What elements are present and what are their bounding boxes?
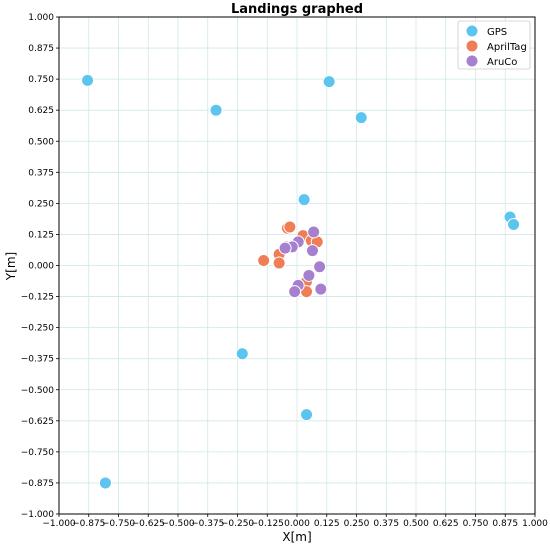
- aruco-point: [313, 260, 327, 274]
- y-tick-label: −0.625: [21, 417, 54, 427]
- y-tick-label: 0.125: [28, 230, 54, 240]
- x-axis-label: X[m]: [282, 530, 311, 544]
- x-tick-label: −0.250: [221, 519, 255, 529]
- x-tick-label: 0.000: [284, 519, 310, 529]
- legend-marker-apriltag: [465, 39, 479, 53]
- x-tick-label: −0.375: [191, 519, 224, 529]
- x-tick-label: 0.875: [492, 519, 518, 529]
- y-axis-label: Y[m]: [4, 252, 18, 281]
- grid-layer: [58, 16, 536, 515]
- gps-point: [507, 217, 521, 231]
- x-tick-label: 0.500: [403, 519, 429, 529]
- y-tick-label: −0.500: [21, 386, 55, 396]
- y-tick-label: 0.500: [28, 137, 54, 147]
- chart-title: Landings graphed: [231, 2, 363, 17]
- apriltag-point: [272, 256, 286, 270]
- legend-label-gps: GPS: [487, 27, 507, 38]
- x-tick-label: −0.625: [132, 519, 165, 529]
- gps-point: [235, 347, 249, 361]
- legend-label-aruco: AruCo: [487, 57, 517, 68]
- x-tick-label: 0.625: [433, 519, 459, 529]
- gps-point: [322, 75, 336, 89]
- data-points: [81, 73, 521, 490]
- gps-point: [81, 73, 95, 87]
- x-tick-label: 1.000: [522, 519, 548, 529]
- apriltag-point: [257, 254, 271, 268]
- y-tick-label: 0.375: [28, 168, 54, 178]
- y-tick-label: −1.000: [21, 510, 55, 520]
- x-tick-label: 0.250: [344, 519, 370, 529]
- y-tick-label: 0.000: [28, 262, 54, 272]
- y-tick-label: 0.875: [28, 44, 54, 54]
- y-tick-label: 0.625: [28, 106, 54, 116]
- aruco-point: [305, 244, 319, 258]
- x-tick-label: −0.875: [72, 519, 105, 529]
- y-tick-label: −0.250: [21, 324, 55, 334]
- legend-marker-aruco: [465, 54, 479, 68]
- y-tick-label: −0.750: [21, 448, 55, 458]
- aruco-point: [302, 268, 316, 282]
- x-tick-label: −0.500: [161, 519, 195, 529]
- y-tick-label: −0.875: [21, 479, 54, 489]
- x-tick-label: −1.000: [42, 519, 76, 529]
- aruco-point: [314, 282, 328, 296]
- gps-point: [209, 103, 223, 117]
- apriltag-point: [283, 220, 297, 234]
- x-tick-label: 0.750: [463, 519, 489, 529]
- x-tick-label: 0.375: [373, 519, 399, 529]
- gps-point: [98, 476, 112, 490]
- legend-marker-gps: [465, 24, 479, 38]
- x-tick-label: −0.125: [251, 519, 284, 529]
- aruco-point: [307, 225, 321, 239]
- gps-point: [297, 193, 311, 207]
- axis-ticks: −1.000−0.875−0.750−0.625−0.500−0.375−0.2…: [21, 13, 548, 529]
- legend-label-apriltag: AprilTag: [487, 42, 527, 53]
- gps-point: [354, 111, 368, 125]
- aruco-point: [288, 285, 302, 299]
- x-tick-label: 0.125: [314, 519, 340, 529]
- x-tick-label: −0.750: [102, 519, 136, 529]
- y-tick-label: 0.750: [28, 75, 54, 85]
- y-tick-label: −0.375: [21, 355, 54, 365]
- gps-point: [300, 408, 314, 422]
- y-tick-label: 1.000: [28, 13, 54, 23]
- legend: GPS AprilTag AruCo: [457, 20, 531, 70]
- aruco-point: [278, 241, 292, 255]
- y-tick-label: −0.125: [21, 293, 54, 303]
- y-tick-label: 0.250: [28, 199, 54, 209]
